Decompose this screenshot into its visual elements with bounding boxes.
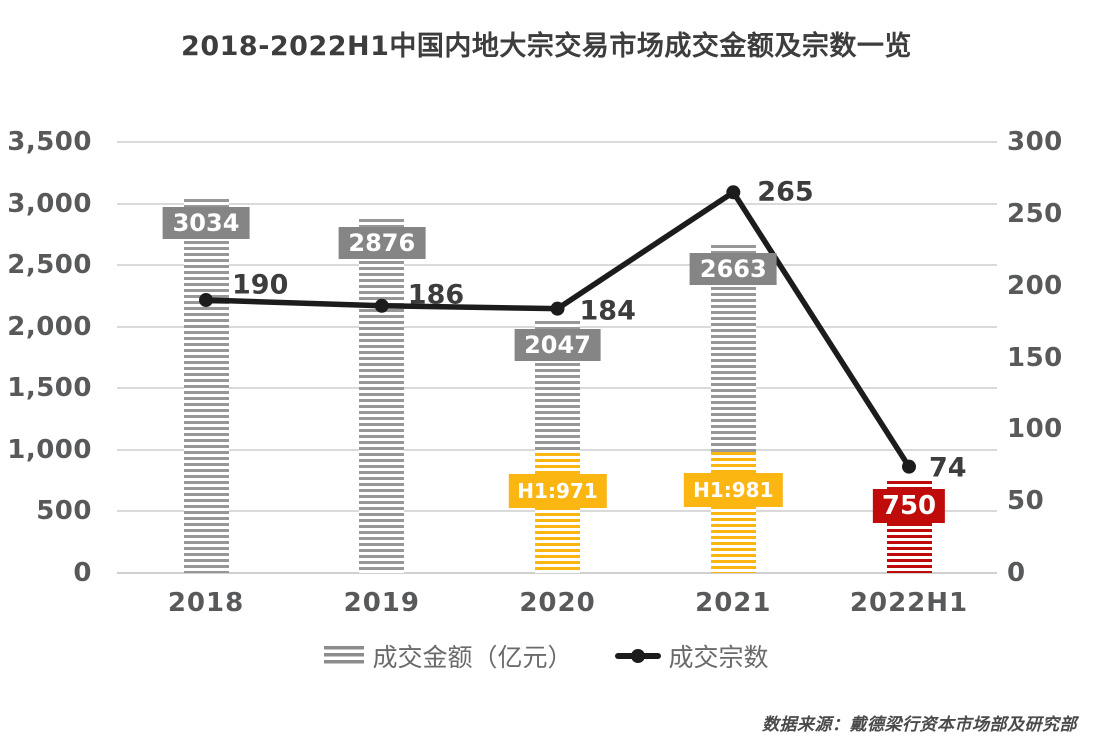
data-point <box>902 459 916 474</box>
x-axis-label: 2022H1 <box>849 588 969 618</box>
y-axis-right-tick: 300 <box>1007 127 1063 157</box>
data-point <box>550 301 565 316</box>
y-axis-left-tick: 2,500 <box>7 250 92 281</box>
y-axis-right-tick: 250 <box>1007 198 1063 229</box>
legend-count-label: 成交宗数 <box>668 643 769 672</box>
bar-h1-label: H1:971 <box>508 474 607 509</box>
x-axis-label: 2018 <box>167 588 245 618</box>
bar-2018 <box>183 199 229 573</box>
stripes-swatch-icon <box>324 645 365 667</box>
bar-2019 <box>359 218 405 573</box>
y-axis-left-tick: 0 <box>73 558 92 588</box>
y-axis-left-tick: 3,000 <box>7 188 92 219</box>
y-axis-left-tick: 3,500 <box>7 127 92 157</box>
data-point <box>726 185 741 200</box>
bar-value-label: 750 <box>872 488 946 523</box>
y-axis-left-tick: 2,000 <box>7 311 92 342</box>
bar-value-label: 2876 <box>338 226 426 259</box>
legend-item-count: 成交宗数 <box>614 638 769 674</box>
gridline <box>117 572 997 574</box>
line-dot-icon <box>630 649 645 663</box>
bar-h1-label: H1:981 <box>684 473 783 508</box>
legend-item-amount: 成交金额（亿元） <box>324 638 573 674</box>
y-axis-left-tick: 1,000 <box>7 434 92 465</box>
point-value-label: 184 <box>579 295 636 327</box>
point-value-label: 74 <box>929 452 967 484</box>
point-value-label: 190 <box>232 269 289 301</box>
bar-value-label: 2663 <box>689 253 777 286</box>
bar-value-label: 2047 <box>514 328 601 361</box>
x-axis-label: 2020 <box>519 588 596 618</box>
y-axis-right-tick: 0 <box>1007 558 1026 588</box>
y-axis-left-tick: 1,500 <box>7 373 92 404</box>
y-axis-right-tick: 100 <box>1007 414 1063 445</box>
y-axis-right-tick: 50 <box>1007 486 1045 517</box>
bar-value-label: 3034 <box>162 207 250 240</box>
legend-amount-label: 成交金额（亿元） <box>372 643 573 672</box>
gridline <box>117 264 997 267</box>
line-swatch-icon <box>614 649 661 663</box>
y-axis-right-tick: 150 <box>1007 342 1063 373</box>
chart-title: 2018-2022H1中国内地大宗交易市场成交金额及宗数一览 <box>181 31 912 62</box>
gridline <box>117 141 997 143</box>
y-axis-right-tick: 200 <box>1007 270 1063 301</box>
x-axis-label: 2019 <box>343 588 420 618</box>
gridline <box>117 202 997 205</box>
point-value-label: 186 <box>407 279 465 311</box>
x-axis-label: 2021 <box>695 588 772 618</box>
point-value-label: 265 <box>757 176 814 208</box>
bar-2020-h1 <box>535 453 580 573</box>
legend: 成交金额（亿元） 成交宗数 <box>0 638 1093 674</box>
y-axis-left-tick: 500 <box>36 496 92 527</box>
bar-2021-h1 <box>710 452 756 573</box>
source-note: 数据来源：戴德梁行资本市场部及研究部 <box>762 715 1077 735</box>
